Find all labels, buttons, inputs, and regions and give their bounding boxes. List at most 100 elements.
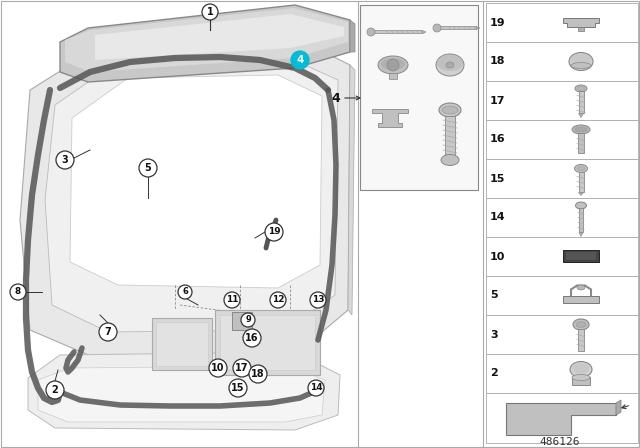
Circle shape	[233, 359, 251, 377]
Ellipse shape	[573, 363, 589, 374]
Bar	[578, 27, 584, 31]
Text: 13: 13	[312, 296, 324, 305]
Text: 3: 3	[61, 155, 68, 165]
Bar	[486, 81, 638, 120]
Polygon shape	[38, 366, 325, 422]
Text: 16: 16	[245, 333, 259, 343]
Circle shape	[10, 284, 26, 300]
Bar	[486, 42, 638, 81]
Circle shape	[178, 285, 192, 299]
Ellipse shape	[569, 52, 593, 70]
Bar	[579, 172, 584, 193]
Ellipse shape	[575, 164, 588, 172]
Bar	[486, 3, 638, 42]
Ellipse shape	[576, 322, 586, 327]
Ellipse shape	[570, 362, 592, 378]
Ellipse shape	[572, 125, 590, 134]
Circle shape	[249, 365, 267, 383]
Text: 14: 14	[310, 383, 323, 392]
Ellipse shape	[575, 127, 587, 132]
Polygon shape	[28, 352, 340, 430]
Circle shape	[224, 292, 240, 308]
Circle shape	[308, 380, 324, 396]
Ellipse shape	[571, 63, 591, 69]
Text: 4: 4	[296, 55, 304, 65]
Text: 18: 18	[490, 56, 506, 66]
Circle shape	[387, 59, 399, 71]
Bar	[486, 237, 638, 276]
Text: 10: 10	[211, 363, 225, 373]
Circle shape	[56, 151, 74, 169]
Ellipse shape	[571, 53, 591, 65]
Text: 5: 5	[145, 163, 152, 173]
Text: 10: 10	[490, 251, 506, 262]
Circle shape	[270, 292, 286, 308]
Ellipse shape	[446, 62, 454, 68]
Polygon shape	[65, 8, 348, 72]
Polygon shape	[422, 30, 426, 34]
Text: 15: 15	[490, 173, 506, 184]
Polygon shape	[60, 5, 350, 82]
Polygon shape	[579, 113, 584, 117]
Polygon shape	[20, 35, 350, 360]
Circle shape	[243, 329, 261, 347]
Bar	[486, 198, 638, 237]
Circle shape	[265, 223, 283, 241]
Bar	[360, 5, 478, 190]
Text: 12: 12	[272, 296, 284, 305]
Ellipse shape	[439, 103, 461, 117]
Polygon shape	[95, 14, 344, 60]
Circle shape	[229, 379, 247, 397]
Text: 18: 18	[251, 369, 265, 379]
Polygon shape	[372, 109, 408, 127]
Circle shape	[46, 381, 64, 399]
FancyBboxPatch shape	[215, 310, 320, 375]
Text: 6: 6	[182, 288, 188, 297]
Text: 15: 15	[231, 383, 244, 393]
Bar	[445, 116, 455, 156]
Circle shape	[241, 313, 255, 327]
Ellipse shape	[577, 167, 585, 171]
Bar	[486, 315, 638, 354]
Ellipse shape	[577, 285, 585, 290]
Text: 5: 5	[490, 290, 498, 301]
Bar	[578, 134, 584, 154]
Text: 7: 7	[104, 327, 111, 337]
Ellipse shape	[573, 319, 589, 330]
Text: 486126: 486126	[540, 437, 580, 447]
Ellipse shape	[575, 202, 586, 209]
Text: 4: 4	[332, 91, 340, 104]
Bar	[486, 354, 638, 393]
Bar	[578, 329, 584, 352]
FancyBboxPatch shape	[220, 315, 315, 370]
Ellipse shape	[572, 375, 590, 380]
Bar	[579, 208, 583, 233]
Bar	[436, 26, 476, 30]
Ellipse shape	[436, 54, 464, 76]
Text: 1: 1	[207, 7, 213, 17]
Text: 14: 14	[490, 212, 506, 223]
FancyBboxPatch shape	[152, 318, 212, 370]
Text: 17: 17	[490, 95, 506, 105]
Ellipse shape	[378, 56, 408, 74]
Bar	[486, 120, 638, 159]
Text: 19: 19	[490, 17, 506, 27]
Bar	[563, 297, 599, 303]
Polygon shape	[579, 233, 583, 237]
FancyBboxPatch shape	[232, 312, 252, 330]
Bar	[389, 73, 397, 79]
Bar	[563, 250, 599, 263]
Circle shape	[433, 24, 441, 32]
Text: 11: 11	[226, 296, 238, 305]
Bar	[572, 378, 590, 385]
Polygon shape	[476, 26, 480, 30]
Circle shape	[209, 359, 227, 377]
Polygon shape	[616, 400, 621, 415]
Ellipse shape	[442, 106, 458, 114]
Polygon shape	[70, 75, 322, 288]
Circle shape	[310, 292, 326, 308]
Bar	[486, 276, 638, 315]
Ellipse shape	[577, 86, 585, 90]
Circle shape	[139, 159, 157, 177]
Polygon shape	[348, 65, 355, 315]
